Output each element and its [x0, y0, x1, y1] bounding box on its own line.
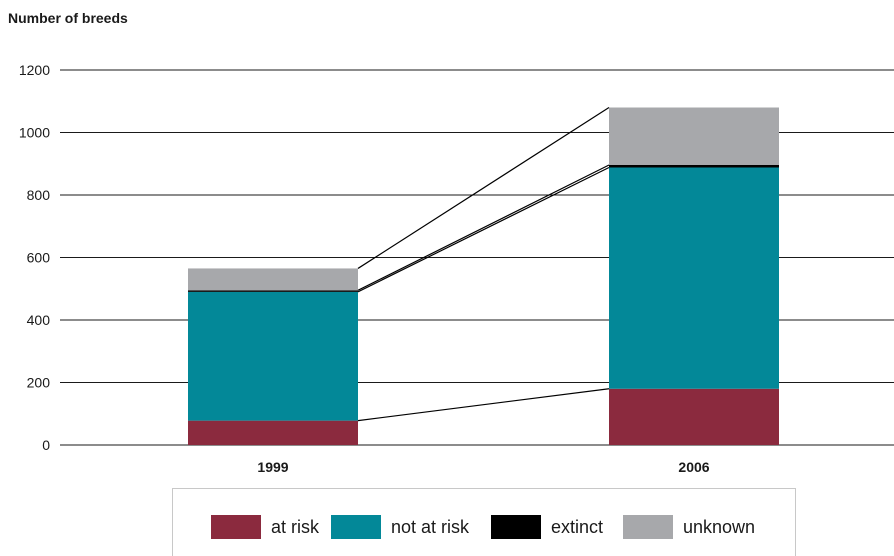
bar-extinct-2006: [609, 165, 779, 168]
bar-at-risk-1999: [188, 420, 358, 445]
legend-label-extinct: extinct: [551, 516, 604, 537]
connector-line: [357, 164, 610, 291]
legend-swatch-extinct: [491, 515, 541, 539]
legend: at risk not at risk extinct unknown: [172, 488, 796, 556]
bar-not-at-risk-2006: [609, 167, 779, 389]
legend-item-at-risk: at risk: [211, 515, 319, 539]
legend-swatch-not-at-risk: [331, 515, 381, 539]
legend-label-at-risk: at risk: [271, 516, 320, 537]
connector-line: [357, 388, 610, 422]
bar-extinct-1999: [188, 290, 358, 292]
connector-line: [357, 106, 610, 269]
y-tick-label: 1000: [19, 125, 50, 141]
legend-label-not-at-risk: not at risk: [391, 516, 470, 537]
bar-unknown-1999: [188, 268, 358, 291]
x-tick-label-1999: 1999: [257, 459, 288, 475]
legend-swatch-at-risk: [211, 515, 261, 539]
y-tick-label: 1200: [19, 62, 50, 78]
bar-not-at-risk-1999: [188, 291, 358, 421]
connector-line: [357, 166, 610, 293]
y-tick-label: 800: [27, 187, 51, 203]
y-tick-label: 400: [27, 312, 51, 328]
y-tick-label: 600: [27, 250, 51, 266]
bar-unknown-2006: [609, 107, 779, 165]
x-tick-label-2006: 2006: [678, 459, 709, 475]
legend-item-extinct: extinct: [491, 515, 603, 539]
legend-item-not-at-risk: not at risk: [331, 515, 469, 539]
y-tick-label: 200: [27, 375, 51, 391]
y-axis-title: Number of breeds: [8, 10, 128, 26]
stacked-bar-chart: 0 200 400 600 800 1000 1200 1999 2006: [19, 62, 894, 475]
legend-swatch-unknown: [623, 515, 673, 539]
y-tick-label: 0: [42, 437, 50, 453]
legend-label-unknown: unknown: [683, 516, 756, 537]
bar-at-risk-2006: [609, 388, 779, 445]
legend-item-unknown: unknown: [623, 515, 755, 539]
